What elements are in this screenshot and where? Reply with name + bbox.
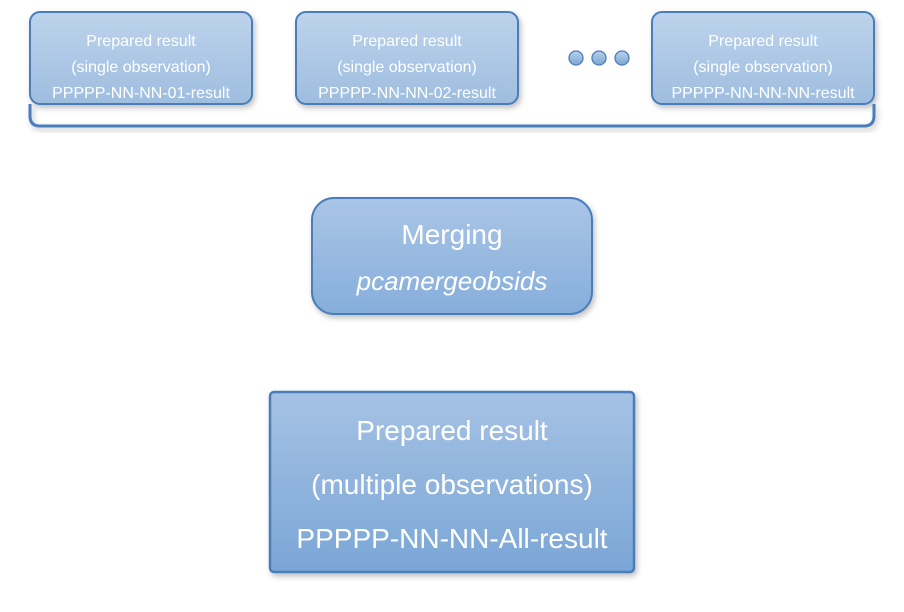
input-boxes-row: Prepared result (single observation) PPPPP… bbox=[30, 12, 874, 104]
output-line1: Prepared result bbox=[356, 415, 548, 446]
input-box-2: Prepared result (single observation) PPPPP… bbox=[296, 12, 518, 104]
input-box-3-line3: PPPPP-NN-NN-NN-result bbox=[671, 85, 855, 102]
input-box-2-line2: (single observation) bbox=[337, 59, 477, 76]
output-box: Prepared result (multiple observations) … bbox=[270, 392, 634, 572]
input-box-2-line1: Prepared result bbox=[352, 33, 462, 50]
input-box-3: Prepared result (single observation) PPPPP… bbox=[652, 12, 874, 104]
input-box-1-line3: PPPPP-NN-NN-01-result bbox=[52, 85, 230, 102]
input-box-1-line2: (single observation) bbox=[71, 59, 211, 76]
ellipsis-dot bbox=[592, 51, 606, 65]
ellipsis-dots bbox=[569, 51, 629, 65]
input-box-2-line3: PPPPP-NN-NN-02-result bbox=[318, 85, 496, 102]
input-box-3-line2: (single observation) bbox=[693, 59, 833, 76]
merge-subtitle: pcamergeobsids bbox=[356, 266, 548, 296]
input-box-1: Prepared result (single observation) PPPPP… bbox=[30, 12, 252, 104]
output-line2: (multiple observations) bbox=[311, 469, 593, 500]
join-bracket bbox=[30, 104, 874, 126]
input-box-3-line1: Prepared result bbox=[708, 33, 818, 50]
ellipsis-dot bbox=[569, 51, 583, 65]
ellipsis-dot bbox=[615, 51, 629, 65]
flowchart-canvas: Prepared result (single observation) PPPPP… bbox=[0, 0, 904, 612]
merge-title: Merging bbox=[401, 219, 502, 250]
input-box-1-line1: Prepared result bbox=[86, 33, 196, 50]
output-line3: PPPPP-NN-NN-All-result bbox=[296, 523, 607, 554]
merge-step-box: Merging pcamergeobsids bbox=[312, 198, 592, 314]
